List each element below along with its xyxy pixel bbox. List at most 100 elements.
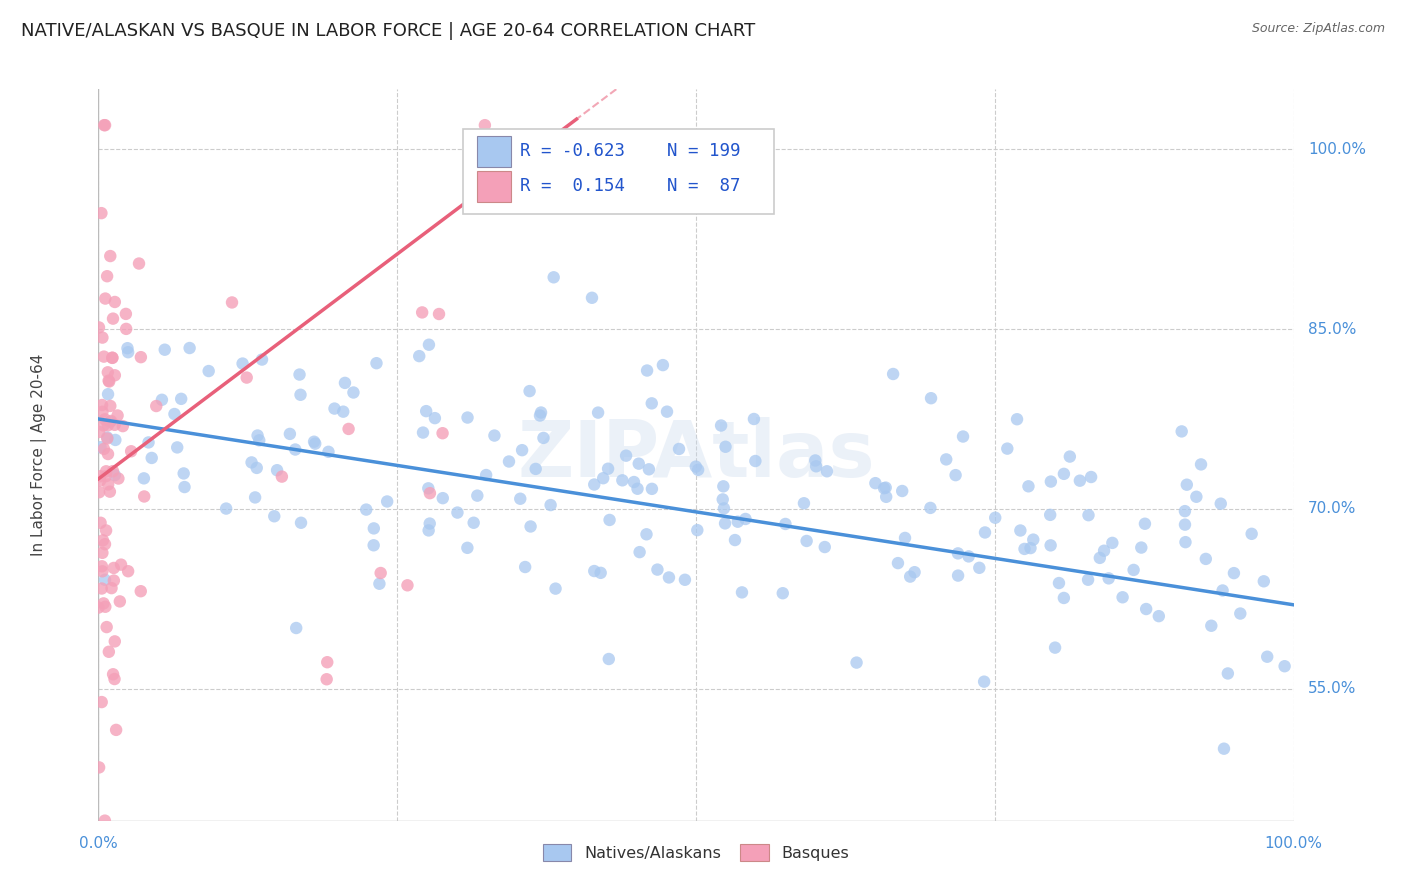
- Point: [89, 485, 111, 500]
- Point: [427, 307, 450, 321]
- Point: [533, 431, 555, 445]
- FancyBboxPatch shape: [463, 129, 773, 213]
- Point: [97, 447, 120, 461]
- Text: 70.0%: 70.0%: [1308, 501, 1357, 516]
- Point: [865, 476, 887, 491]
- Point: [90, 516, 112, 530]
- Point: [375, 494, 398, 508]
- Point: [93, 418, 115, 433]
- Point: [270, 469, 292, 483]
- Point: [93, 442, 115, 456]
- Point: [166, 441, 188, 455]
- Point: [91, 564, 114, 578]
- Text: 55.0%: 55.0%: [1308, 681, 1357, 697]
- Point: [793, 496, 815, 510]
- Point: [134, 490, 156, 504]
- Point: [1039, 508, 1062, 522]
- Point: [115, 307, 138, 321]
- Point: [1223, 566, 1246, 581]
- Point: [141, 450, 163, 465]
- Point: [100, 414, 122, 428]
- Point: [685, 459, 707, 474]
- Point: [138, 435, 160, 450]
- Point: [1069, 474, 1091, 488]
- Point: [641, 396, 664, 410]
- Point: [266, 463, 288, 477]
- Point: [1077, 573, 1099, 587]
- Text: 0.0%: 0.0%: [79, 836, 118, 851]
- Point: [638, 462, 661, 476]
- Point: [711, 479, 734, 493]
- Point: [894, 531, 917, 545]
- Point: [103, 574, 125, 588]
- Point: [89, 440, 111, 454]
- Point: [89, 425, 111, 439]
- Point: [898, 569, 921, 583]
- Point: [744, 454, 766, 468]
- Point: [1101, 536, 1123, 550]
- Point: [368, 576, 391, 591]
- Point: [544, 582, 567, 596]
- Point: [418, 481, 440, 495]
- Point: [1077, 508, 1099, 523]
- Text: NATIVE/ALASKAN VS BASQUE IN LABOR FORCE | AGE 20-64 CORRELATION CHART: NATIVE/ALASKAN VS BASQUE IN LABOR FORCE …: [21, 22, 755, 40]
- Point: [1135, 602, 1157, 616]
- Point: [103, 561, 125, 575]
- Point: [101, 667, 124, 681]
- Point: [153, 343, 176, 357]
- Point: [804, 459, 827, 474]
- Point: [1080, 470, 1102, 484]
- Point: [524, 462, 547, 476]
- Point: [342, 385, 364, 400]
- Point: [110, 558, 132, 572]
- Point: [957, 549, 980, 564]
- Point: [1005, 412, 1028, 426]
- Point: [714, 440, 737, 454]
- Point: [1053, 591, 1076, 605]
- Point: [731, 585, 754, 599]
- Point: [1170, 425, 1192, 439]
- FancyBboxPatch shape: [477, 136, 510, 167]
- Point: [891, 483, 914, 498]
- Point: [1059, 450, 1081, 464]
- Point: [636, 527, 658, 541]
- Point: [1053, 467, 1076, 481]
- Point: [120, 444, 142, 458]
- Point: [315, 672, 337, 686]
- Point: [104, 433, 127, 447]
- Point: [1043, 640, 1066, 655]
- Point: [94, 412, 117, 426]
- Point: [100, 581, 122, 595]
- Point: [285, 621, 308, 635]
- Point: [103, 672, 125, 686]
- Point: [484, 428, 506, 442]
- Point: [1130, 541, 1153, 555]
- Point: [796, 533, 818, 548]
- Point: [278, 426, 301, 441]
- Point: [711, 492, 734, 507]
- Point: [104, 295, 127, 310]
- Point: [515, 560, 537, 574]
- Point: [104, 368, 127, 383]
- Point: [845, 656, 868, 670]
- Point: [596, 461, 619, 475]
- Text: In Labor Force | Age 20-64: In Labor Force | Age 20-64: [31, 354, 46, 556]
- Point: [1209, 497, 1232, 511]
- Point: [91, 533, 114, 548]
- Point: [668, 442, 690, 456]
- Point: [247, 434, 270, 448]
- Point: [170, 392, 193, 406]
- Point: [363, 538, 385, 552]
- Point: [96, 620, 118, 634]
- Point: [107, 409, 129, 423]
- Point: [96, 464, 118, 478]
- Point: [323, 401, 346, 416]
- Point: [592, 471, 614, 485]
- Point: [1212, 583, 1234, 598]
- Point: [530, 405, 553, 419]
- Point: [1189, 458, 1212, 472]
- Point: [415, 404, 437, 418]
- Point: [775, 516, 797, 531]
- Point: [1174, 504, 1197, 518]
- Point: [117, 345, 139, 359]
